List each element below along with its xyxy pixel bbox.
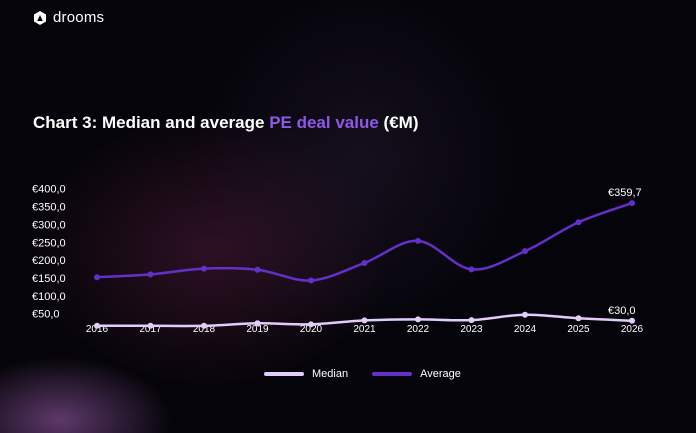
x-tick-label: 2021 xyxy=(353,324,376,335)
chart-title: Chart 3: Median and average PE deal valu… xyxy=(33,113,418,133)
y-tick-label: €400,0 xyxy=(32,184,66,196)
y-tick-label: €150,0 xyxy=(32,273,66,285)
x-tick-label: 2025 xyxy=(567,324,590,335)
data-point-median xyxy=(201,322,207,329)
data-point-median xyxy=(522,311,528,318)
y-tick-label: €250,0 xyxy=(32,237,66,249)
data-point-average xyxy=(201,265,207,272)
data-point-average xyxy=(468,266,475,273)
x-tick-label: 2022 xyxy=(407,324,430,335)
y-tick-label: €350,0 xyxy=(32,202,66,214)
data-point-median xyxy=(629,317,635,324)
legend-swatch-average xyxy=(372,372,413,376)
series-line-average xyxy=(95,201,634,282)
x-tick-label: 2018 xyxy=(193,324,216,335)
data-point-average xyxy=(415,237,421,244)
data-point-average xyxy=(94,274,100,281)
data-point-median xyxy=(415,316,421,323)
x-tick-label: 2016 xyxy=(86,324,109,335)
data-point-average xyxy=(308,277,314,284)
brand-name: drooms xyxy=(53,9,105,26)
x-tick-label: 2023 xyxy=(460,324,483,335)
end-label-average: €359,7 xyxy=(608,187,642,199)
data-point-average xyxy=(361,259,368,266)
data-point-average xyxy=(147,271,154,278)
data-point-median xyxy=(575,315,582,322)
x-tick-label: 2026 xyxy=(621,324,644,335)
end-label-median: €30,0 xyxy=(608,305,636,317)
legend-label-average: Average xyxy=(420,368,461,380)
data-point-average xyxy=(522,248,528,255)
x-tick-label: 2019 xyxy=(246,324,269,335)
chart-title-accent: PE deal value xyxy=(269,113,379,132)
legend-swatch-median xyxy=(264,372,304,376)
drooms-logo-icon xyxy=(34,10,46,25)
y-tick-label: €100,0 xyxy=(32,291,66,303)
data-point-average xyxy=(254,266,261,273)
x-tick-label: 2020 xyxy=(300,324,323,335)
legend-item-median: Median xyxy=(264,368,348,380)
data-point-median xyxy=(94,322,100,329)
data-point-median xyxy=(361,317,368,324)
x-tick-label: 2024 xyxy=(514,324,537,335)
y-tick-label: €300,0 xyxy=(32,219,66,231)
y-tick-label: €50,0 xyxy=(32,309,60,321)
chart-legend: Median Average xyxy=(264,368,461,380)
x-tick-label: 2017 xyxy=(139,324,162,335)
legend-label-median: Median xyxy=(312,368,349,380)
data-point-median xyxy=(308,321,314,328)
data-point-median xyxy=(254,320,261,327)
legend-item-average: Average xyxy=(372,368,461,380)
brand-logo: drooms xyxy=(32,9,104,26)
data-point-average xyxy=(575,219,582,226)
y-tick-label: €200,0 xyxy=(32,255,66,267)
chart-title-part-3: (€M) xyxy=(378,113,419,132)
data-point-median xyxy=(468,317,475,324)
data-point-average xyxy=(629,200,635,207)
data-point-median xyxy=(147,322,154,329)
chart-title-part-1: Chart 3: Median and average xyxy=(33,113,270,132)
